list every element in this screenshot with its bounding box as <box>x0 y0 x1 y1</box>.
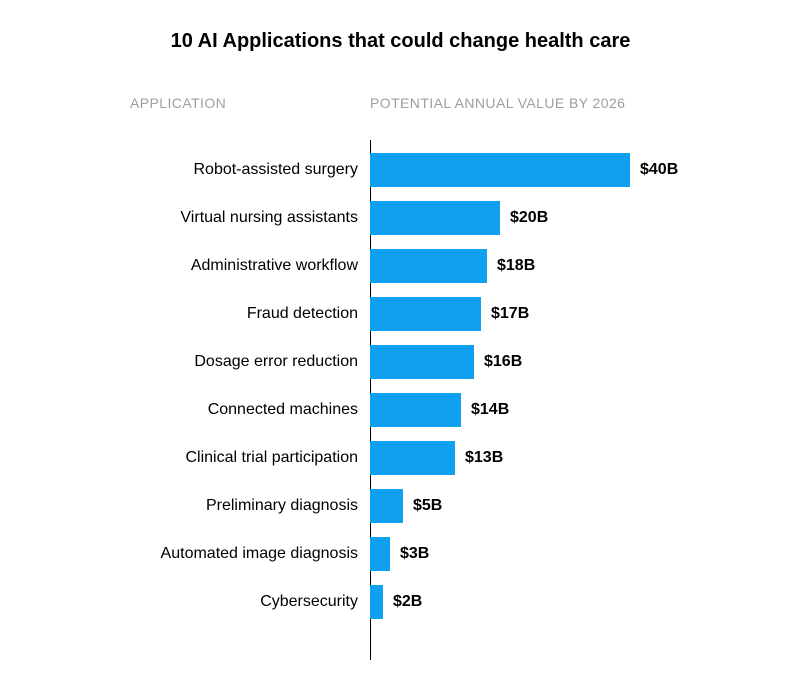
bar <box>370 537 390 571</box>
bar <box>370 297 481 331</box>
category-label: Virtual nursing assistants <box>180 209 358 227</box>
value-label: $3B <box>400 545 429 563</box>
bar <box>370 489 403 523</box>
bar <box>370 393 461 427</box>
bar <box>370 153 630 187</box>
plot-area: Robot-assisted surgery $40B Virtual nursin… <box>0 140 801 660</box>
category-label: Preliminary diagnosis <box>206 497 358 515</box>
value-label: $20B <box>510 209 548 227</box>
value-label: $16B <box>484 353 522 371</box>
bar <box>370 585 383 619</box>
value-label: $18B <box>497 257 535 275</box>
category-label: Automated image diagnosis <box>161 545 358 563</box>
category-label: Robot-assisted surgery <box>193 161 358 179</box>
chart-container: 10 AI Applications that could change hea… <box>0 0 801 684</box>
bar <box>370 345 474 379</box>
value-label: $5B <box>413 497 442 515</box>
value-label: $17B <box>491 305 529 323</box>
bar <box>370 441 455 475</box>
category-label: Cybersecurity <box>260 593 358 611</box>
bar <box>370 201 500 235</box>
value-label: $13B <box>465 449 503 467</box>
category-label: Fraud detection <box>247 305 358 323</box>
column-header-value: POTENTIAL ANNUAL VALUE BY 2026 <box>370 95 625 111</box>
category-label: Connected machines <box>208 401 358 419</box>
value-label: $40B <box>640 161 678 179</box>
category-label: Administrative workflow <box>191 257 358 275</box>
value-label: $2B <box>393 593 422 611</box>
value-label: $14B <box>471 401 509 419</box>
bar <box>370 249 487 283</box>
column-header-application: APPLICATION <box>130 95 226 111</box>
category-label: Clinical trial participation <box>185 449 358 467</box>
category-label: Dosage error reduction <box>194 353 358 371</box>
chart-title: 10 AI Applications that could change hea… <box>0 30 801 53</box>
